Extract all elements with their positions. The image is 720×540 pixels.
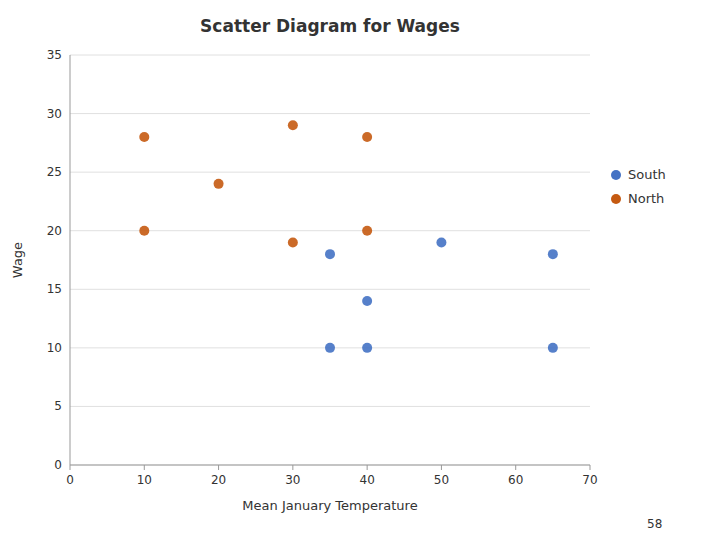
x-tick-label: 10 (137, 473, 152, 487)
y-tick-label: 25 (47, 165, 62, 179)
legend-label: North (628, 191, 664, 206)
x-tick (367, 465, 368, 470)
point (548, 343, 558, 353)
x-tick-label: 40 (360, 473, 375, 487)
x-axis: 0 10 20 30 40 50 60 70 (66, 465, 597, 487)
point (436, 237, 446, 247)
x-tick (441, 465, 442, 470)
x-tick-label: 60 (508, 473, 523, 487)
x-axis-label: Mean January Temperature (242, 498, 417, 513)
title: Scatter Diagram for Wages (200, 16, 460, 36)
point (325, 249, 335, 259)
series (139, 120, 372, 247)
point (362, 226, 372, 236)
point (139, 226, 149, 236)
point (139, 132, 149, 142)
point (325, 343, 335, 353)
grid-line (70, 113, 590, 114)
point (288, 237, 298, 247)
grid-line (70, 406, 590, 407)
point (362, 296, 372, 306)
grid-line (70, 172, 590, 173)
y-tick-label: 10 (47, 341, 62, 355)
x-tick-label: 50 (434, 473, 449, 487)
point (214, 179, 224, 189)
x-tick (218, 465, 219, 470)
point (548, 249, 558, 259)
y-tick-label: 5 (54, 399, 62, 413)
x-tick (515, 465, 516, 470)
chart-container: 0 10 20 30 40 50 60 70 0 5 10 15 20 25 30 35 Scatter Dia… (0, 0, 720, 540)
legend-marker (611, 194, 621, 204)
grid-line (70, 465, 590, 466)
x-tick (292, 465, 293, 470)
point (362, 132, 372, 142)
point (288, 120, 298, 130)
legend-marker (611, 170, 621, 180)
legend-label: South (628, 167, 666, 182)
x-tick-label: 70 (582, 473, 597, 487)
series (325, 237, 558, 352)
x-tick (70, 465, 71, 470)
x-tick (590, 465, 591, 470)
x-tick-label: 30 (285, 473, 300, 487)
marks (139, 120, 558, 353)
x-tick-label: 0 (66, 473, 74, 487)
y-axis: 0 5 10 15 20 25 30 35 (47, 48, 62, 472)
legend: South North (611, 167, 666, 206)
y-tick-label: 15 (47, 282, 62, 296)
point (362, 343, 372, 353)
x-tick (144, 465, 145, 470)
y-tick-label: 30 (47, 107, 62, 121)
y-tick-label: 20 (47, 224, 62, 238)
chart: 0 10 20 30 40 50 60 70 0 5 10 15 20 25 30 35 Scatter Dia… (0, 0, 720, 540)
y-tick-label: 0 (54, 458, 62, 472)
y-axis-line (70, 55, 71, 465)
grid-line (70, 55, 590, 56)
footnote: 58 (647, 517, 662, 531)
x-tick-label: 20 (211, 473, 226, 487)
grid-line (70, 289, 590, 290)
y-axis-label: Wage (10, 242, 25, 278)
y-tick-label: 35 (47, 48, 62, 62)
grid (70, 55, 590, 465)
x-axis-line (70, 465, 590, 466)
